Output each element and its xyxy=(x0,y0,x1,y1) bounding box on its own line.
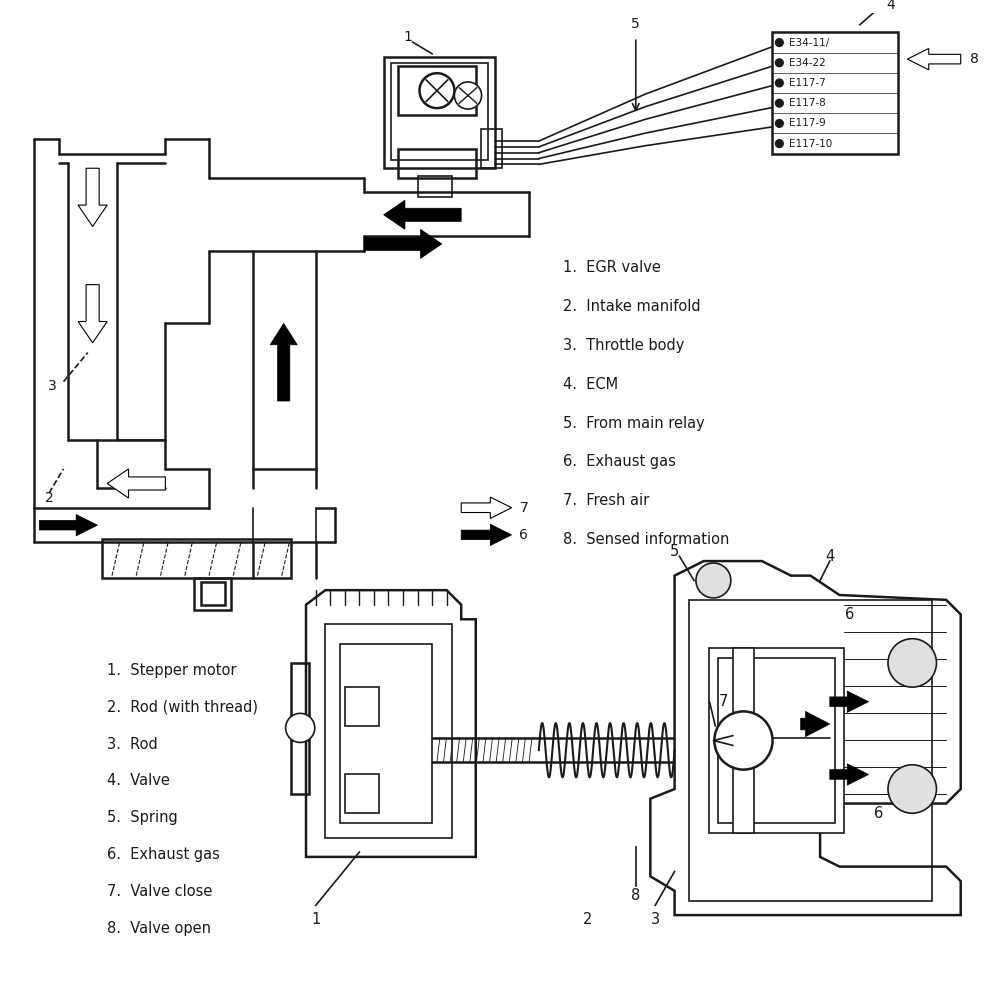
Circle shape xyxy=(286,714,315,742)
Circle shape xyxy=(419,73,454,108)
Text: 5.  From main relay: 5. From main relay xyxy=(563,416,705,431)
Text: 4: 4 xyxy=(887,0,895,13)
Bar xyxy=(345,687,379,726)
Text: 6.  Exhaust gas: 6. Exhaust gas xyxy=(563,454,676,469)
Text: 7.  Valve close: 7. Valve close xyxy=(107,884,213,899)
Text: 2: 2 xyxy=(45,492,53,505)
Text: 6: 6 xyxy=(845,607,854,622)
Bar xyxy=(201,582,225,605)
Polygon shape xyxy=(830,691,869,713)
Polygon shape xyxy=(270,323,297,401)
Text: 1.  EGR valve: 1. EGR valve xyxy=(563,260,661,275)
Circle shape xyxy=(775,120,783,127)
Polygon shape xyxy=(306,590,476,857)
Text: 1.  Stepper motor: 1. Stepper motor xyxy=(107,663,237,678)
Polygon shape xyxy=(78,168,107,226)
Text: E117-7: E117-7 xyxy=(789,78,826,87)
Polygon shape xyxy=(650,561,961,915)
Text: 7: 7 xyxy=(718,694,728,709)
Text: 3: 3 xyxy=(48,379,56,393)
Text: 4.  ECM: 4. ECM xyxy=(563,376,618,392)
Polygon shape xyxy=(384,201,461,229)
Text: 4.  Valve: 4. Valve xyxy=(107,774,170,788)
Polygon shape xyxy=(364,229,442,259)
Text: 2.  Intake manifold: 2. Intake manifold xyxy=(563,299,701,315)
Text: 5.  Spring: 5. Spring xyxy=(107,810,178,826)
Text: 8.  Valve open: 8. Valve open xyxy=(107,921,211,936)
Circle shape xyxy=(775,99,783,107)
Text: 8.  Sensed information: 8. Sensed information xyxy=(563,532,729,547)
Text: 3.  Throttle body: 3. Throttle body xyxy=(563,338,684,353)
Text: 6.  Exhaust gas: 6. Exhaust gas xyxy=(107,847,220,862)
Text: 7.  Fresh air: 7. Fresh air xyxy=(563,493,649,508)
Bar xyxy=(772,32,898,153)
Text: E117-10: E117-10 xyxy=(789,139,832,148)
Text: 4: 4 xyxy=(825,549,834,563)
Text: 3.  Rod: 3. Rod xyxy=(107,736,158,752)
Bar xyxy=(709,649,844,833)
Circle shape xyxy=(775,140,783,147)
Text: 3: 3 xyxy=(651,912,660,927)
Polygon shape xyxy=(461,497,512,518)
Text: 1: 1 xyxy=(311,912,320,927)
Polygon shape xyxy=(830,764,869,785)
Bar xyxy=(481,130,502,168)
Text: 1: 1 xyxy=(403,30,412,44)
Polygon shape xyxy=(801,712,830,736)
Text: 2.  Rod (with thread): 2. Rod (with thread) xyxy=(107,700,258,715)
Text: 7: 7 xyxy=(519,500,528,515)
Bar xyxy=(194,578,231,609)
Text: 8: 8 xyxy=(970,52,979,66)
Circle shape xyxy=(454,82,482,109)
Circle shape xyxy=(696,563,731,598)
Bar xyxy=(340,644,432,823)
Circle shape xyxy=(888,639,936,687)
Polygon shape xyxy=(39,514,97,536)
Polygon shape xyxy=(107,469,165,498)
Bar xyxy=(291,663,309,794)
Circle shape xyxy=(775,38,783,46)
Text: 8: 8 xyxy=(631,889,640,903)
Circle shape xyxy=(775,59,783,67)
Circle shape xyxy=(888,765,936,813)
Bar xyxy=(384,57,495,168)
Bar xyxy=(718,658,835,823)
Bar xyxy=(102,539,291,578)
Text: 6: 6 xyxy=(519,528,528,542)
Text: 5: 5 xyxy=(631,17,640,30)
Bar xyxy=(391,64,488,160)
Bar xyxy=(689,600,932,900)
Text: 2: 2 xyxy=(583,912,592,927)
Text: E117-9: E117-9 xyxy=(789,118,826,129)
Bar xyxy=(398,67,476,115)
Polygon shape xyxy=(78,285,107,343)
Circle shape xyxy=(775,79,783,87)
Bar xyxy=(733,649,754,833)
Text: E34-11/: E34-11/ xyxy=(789,37,829,47)
Circle shape xyxy=(714,712,773,770)
Bar xyxy=(398,148,476,178)
Text: 5: 5 xyxy=(670,544,679,559)
Bar xyxy=(325,624,452,838)
Polygon shape xyxy=(907,48,961,70)
Text: E34-22: E34-22 xyxy=(789,58,826,68)
Bar xyxy=(345,775,379,813)
Bar xyxy=(418,176,452,198)
Text: E117-8: E117-8 xyxy=(789,98,826,108)
Polygon shape xyxy=(461,524,512,546)
Text: 6: 6 xyxy=(874,806,883,821)
